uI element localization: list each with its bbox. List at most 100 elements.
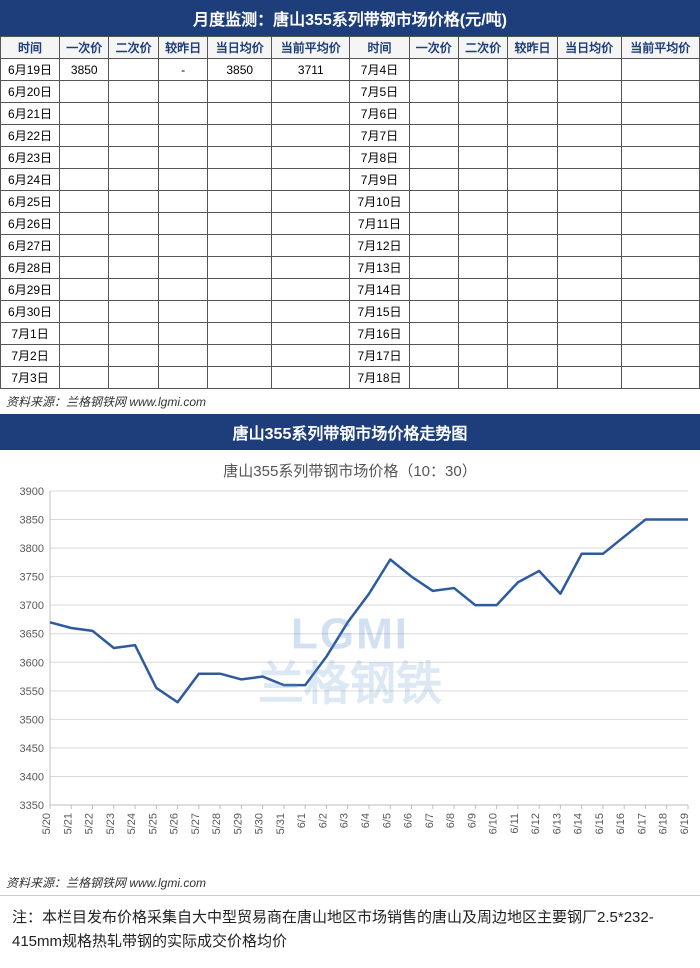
table-cell (557, 279, 621, 301)
table-cell: 3850 (208, 59, 272, 81)
svg-text:6/12: 6/12 (530, 813, 542, 834)
svg-text:5/21: 5/21 (62, 813, 74, 834)
source-line-2: 资料来源：兰格钢铁网 www.lgmi.com (0, 870, 700, 895)
table-cell: 3711 (272, 59, 350, 81)
col-header: 当前平均价 (272, 37, 350, 59)
table-cell (409, 169, 458, 191)
table-cell (272, 345, 350, 367)
table-cell (208, 279, 272, 301)
table-cell (621, 345, 699, 367)
table-cell (621, 59, 699, 81)
svg-text:5/27: 5/27 (190, 813, 202, 834)
table-cell (621, 81, 699, 103)
table-cell (458, 213, 507, 235)
svg-text:5/31: 5/31 (275, 813, 287, 834)
table-cell (621, 103, 699, 125)
svg-text:3850: 3850 (20, 515, 44, 527)
table-cell: 6月20日 (1, 81, 60, 103)
table-cell (458, 103, 507, 125)
table-cell (621, 301, 699, 323)
table-cell (272, 301, 350, 323)
table-cell (60, 213, 109, 235)
source-line-1: 资料来源：兰格钢铁网 www.lgmi.com (0, 389, 700, 414)
table-body: 6月19日3850-385037117月4日6月20日7月5日6月21日7月6日… (1, 59, 700, 389)
table-cell (508, 81, 557, 103)
svg-text:6/1: 6/1 (296, 813, 308, 828)
table-cell (208, 81, 272, 103)
table-cell (409, 279, 458, 301)
table-cell: 6月26日 (1, 213, 60, 235)
table-cell (458, 191, 507, 213)
table-cell (621, 257, 699, 279)
table-cell (621, 125, 699, 147)
table-cell: 6月28日 (1, 257, 60, 279)
table-cell (409, 147, 458, 169)
svg-text:6/16: 6/16 (615, 813, 627, 834)
svg-text:5/30: 5/30 (254, 813, 266, 834)
table-row: 6月19日3850-385037117月4日 (1, 59, 700, 81)
table-cell (158, 279, 207, 301)
table-cell (458, 301, 507, 323)
table-cell (458, 257, 507, 279)
table-cell (458, 147, 507, 169)
table-cell (621, 323, 699, 345)
table-cell (409, 81, 458, 103)
table-cell (409, 213, 458, 235)
table-cell (60, 81, 109, 103)
table-cell (557, 103, 621, 125)
table-row: 7月1日7月16日 (1, 323, 700, 345)
svg-text:6/6: 6/6 (403, 813, 415, 828)
svg-text:5/24: 5/24 (126, 813, 138, 834)
table-cell (458, 235, 507, 257)
table-cell (208, 257, 272, 279)
table-cell: 7月14日 (350, 279, 409, 301)
table-cell (621, 169, 699, 191)
svg-text:3350: 3350 (20, 800, 44, 812)
table-cell (621, 147, 699, 169)
table-cell: 6月22日 (1, 125, 60, 147)
svg-text:5/28: 5/28 (211, 813, 223, 834)
col-header: 一次价 (60, 37, 109, 59)
table-cell (272, 323, 350, 345)
table-cell (508, 301, 557, 323)
svg-text:3650: 3650 (20, 629, 44, 641)
chart-title: 唐山355系列带钢市场价格（10：30） (0, 450, 700, 485)
table-cell (60, 367, 109, 389)
table-cell: 6月29日 (1, 279, 60, 301)
table-cell (158, 323, 207, 345)
table-cell (109, 169, 158, 191)
table-cell (458, 125, 507, 147)
svg-text:5/29: 5/29 (232, 813, 244, 834)
svg-text:5/20: 5/20 (41, 813, 53, 834)
table-cell (60, 169, 109, 191)
table-cell (158, 367, 207, 389)
svg-text:6/4: 6/4 (360, 813, 372, 828)
col-header: 当日均价 (557, 37, 621, 59)
table-cell (458, 169, 507, 191)
table-cell (272, 257, 350, 279)
table-cell: 6月23日 (1, 147, 60, 169)
table-cell (508, 213, 557, 235)
table-cell (158, 103, 207, 125)
table-cell (557, 213, 621, 235)
table-cell (458, 81, 507, 103)
table-cell (208, 125, 272, 147)
table-cell: 7月17日 (350, 345, 409, 367)
table-cell: 6月27日 (1, 235, 60, 257)
table-cell (109, 59, 158, 81)
table-cell: 7月8日 (350, 147, 409, 169)
table-cell (60, 103, 109, 125)
table-cell: 7月3日 (1, 367, 60, 389)
table-cell (621, 235, 699, 257)
svg-text:6/5: 6/5 (381, 813, 393, 828)
svg-text:6/18: 6/18 (658, 813, 670, 834)
table-cell: 7月6日 (350, 103, 409, 125)
svg-text:6/15: 6/15 (594, 813, 606, 834)
table-cell (557, 191, 621, 213)
svg-text:6/13: 6/13 (551, 813, 563, 834)
table-cell (158, 213, 207, 235)
table-cell (409, 301, 458, 323)
col-header: 当日均价 (208, 37, 272, 59)
table-cell (557, 169, 621, 191)
table-cell (272, 103, 350, 125)
